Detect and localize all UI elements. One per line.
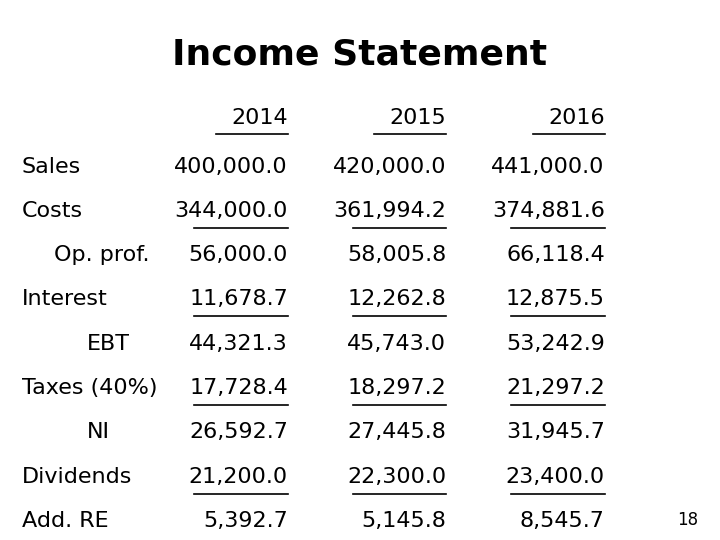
Text: 11,678.7: 11,678.7 [189,289,288,309]
Text: 374,881.6: 374,881.6 [492,201,605,221]
Text: Income Statement: Income Statement [172,38,548,72]
Text: 2015: 2015 [390,108,446,128]
Text: 22,300.0: 22,300.0 [347,467,446,487]
Text: 5,145.8: 5,145.8 [361,511,446,531]
Text: 8,545.7: 8,545.7 [520,511,605,531]
Text: 21,297.2: 21,297.2 [506,378,605,398]
Text: 2014: 2014 [231,108,288,128]
Text: Add. RE: Add. RE [22,511,108,531]
Text: 400,000.0: 400,000.0 [174,157,288,177]
Text: Taxes (40%): Taxes (40%) [22,378,157,398]
Text: 5,392.7: 5,392.7 [203,511,288,531]
Text: Op. prof.: Op. prof. [54,245,150,265]
Text: 45,743.0: 45,743.0 [347,334,446,354]
Text: 66,118.4: 66,118.4 [506,245,605,265]
Text: 31,945.7: 31,945.7 [506,422,605,442]
Text: 26,592.7: 26,592.7 [189,422,288,442]
Text: 58,005.8: 58,005.8 [347,245,446,265]
Text: Sales: Sales [22,157,81,177]
Text: 2016: 2016 [548,108,605,128]
Text: Costs: Costs [22,201,83,221]
Text: 53,242.9: 53,242.9 [506,334,605,354]
Text: Dividends: Dividends [22,467,132,487]
Text: 18: 18 [678,511,698,529]
Text: NI: NI [86,422,109,442]
Text: Interest: Interest [22,289,107,309]
Text: 18,297.2: 18,297.2 [348,378,446,398]
Text: 361,994.2: 361,994.2 [333,201,446,221]
Text: 420,000.0: 420,000.0 [333,157,446,177]
Text: 56,000.0: 56,000.0 [189,245,288,265]
Text: 17,728.4: 17,728.4 [189,378,288,398]
Text: 21,200.0: 21,200.0 [189,467,288,487]
Text: EBT: EBT [86,334,130,354]
Text: 44,321.3: 44,321.3 [189,334,288,354]
Text: 27,445.8: 27,445.8 [348,422,446,442]
Text: 12,875.5: 12,875.5 [505,289,605,309]
Text: 441,000.0: 441,000.0 [492,157,605,177]
Text: 12,262.8: 12,262.8 [348,289,446,309]
Text: 23,400.0: 23,400.0 [505,467,605,487]
Text: 344,000.0: 344,000.0 [175,201,288,221]
